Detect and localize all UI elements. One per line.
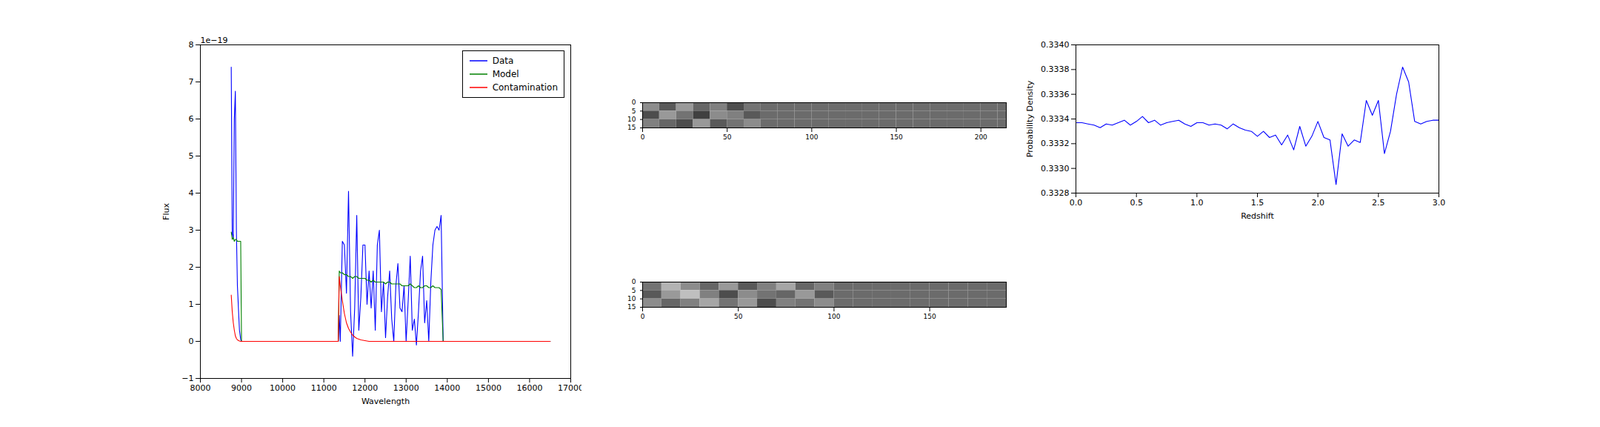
svg-text:2.5: 2.5 (1371, 197, 1386, 208)
svg-text:150: 150 (923, 312, 937, 320)
svg-text:3: 3 (188, 225, 195, 235)
svg-text:0: 0 (631, 98, 637, 106)
svg-text:50: 50 (722, 133, 732, 141)
svg-text:0: 0 (640, 133, 646, 141)
svg-text:15: 15 (627, 302, 636, 311)
svg-text:11000: 11000 (311, 382, 338, 393)
svg-text:0.5: 0.5 (1129, 197, 1143, 208)
svg-text:4: 4 (188, 188, 195, 198)
svg-text:5: 5 (631, 107, 637, 115)
svg-text:2.0: 2.0 (1311, 197, 1325, 208)
svg-text:50: 50 (734, 312, 743, 320)
svg-text:−1: −1 (181, 373, 194, 383)
svg-text:100: 100 (827, 312, 840, 320)
svg-text:1e−19: 1e−19 (200, 35, 229, 46)
svg-text:1: 1 (188, 299, 195, 309)
svg-text:10: 10 (627, 115, 637, 123)
svg-text:1.5: 1.5 (1251, 197, 1265, 208)
svg-text:15000: 15000 (475, 382, 502, 393)
svg-text:17000: 17000 (557, 382, 582, 393)
svg-text:15: 15 (627, 123, 636, 132)
svg-text:16000: 16000 (516, 382, 543, 393)
svg-text:Wavelength: Wavelength (361, 396, 410, 406)
svg-text:3.0: 3.0 (1432, 197, 1446, 208)
svg-text:13000: 13000 (393, 382, 420, 393)
svg-text:0.3334: 0.3334 (1040, 114, 1070, 124)
svg-text:0: 0 (631, 277, 637, 286)
svg-text:Flux: Flux (161, 202, 172, 220)
html-text:Model: Model (492, 68, 520, 80)
svg-text:10000: 10000 (269, 382, 296, 393)
svg-text:10: 10 (627, 294, 637, 303)
svg-text:5: 5 (188, 151, 195, 161)
svg-text:150: 150 (889, 133, 903, 141)
svg-text:0.3328: 0.3328 (1040, 188, 1070, 198)
svg-text:Probability Density: Probability Density (1025, 80, 1035, 158)
svg-text:12000: 12000 (351, 382, 378, 393)
html-text:Contamination: Contamination (492, 82, 558, 93)
svg-text:9000: 9000 (231, 382, 252, 393)
svg-text:14000: 14000 (434, 382, 460, 393)
svg-text:8: 8 (188, 40, 195, 50)
svg-text:0.3330: 0.3330 (1040, 163, 1070, 174)
svg-text:0.0: 0.0 (1069, 197, 1083, 208)
svg-text:8000: 8000 (190, 382, 212, 393)
svg-text:2: 2 (188, 262, 195, 272)
svg-text:0.3338: 0.3338 (1040, 64, 1070, 75)
svg-text:6: 6 (188, 114, 195, 124)
html-text:Data: Data (492, 55, 514, 66)
svg-text:0.3336: 0.3336 (1040, 89, 1070, 100)
svg-text:0: 0 (640, 312, 646, 320)
svg-text:Redshift: Redshift (1240, 211, 1275, 221)
svg-text:5: 5 (631, 286, 637, 295)
svg-text:0: 0 (188, 336, 195, 346)
svg-text:7: 7 (188, 77, 195, 87)
svg-text:100: 100 (805, 133, 818, 141)
svg-text:0.3332: 0.3332 (1040, 138, 1070, 149)
svg-text:1.0: 1.0 (1190, 197, 1203, 208)
svg-text:0.3340: 0.3340 (1040, 40, 1070, 50)
svg-text:200: 200 (974, 133, 988, 141)
